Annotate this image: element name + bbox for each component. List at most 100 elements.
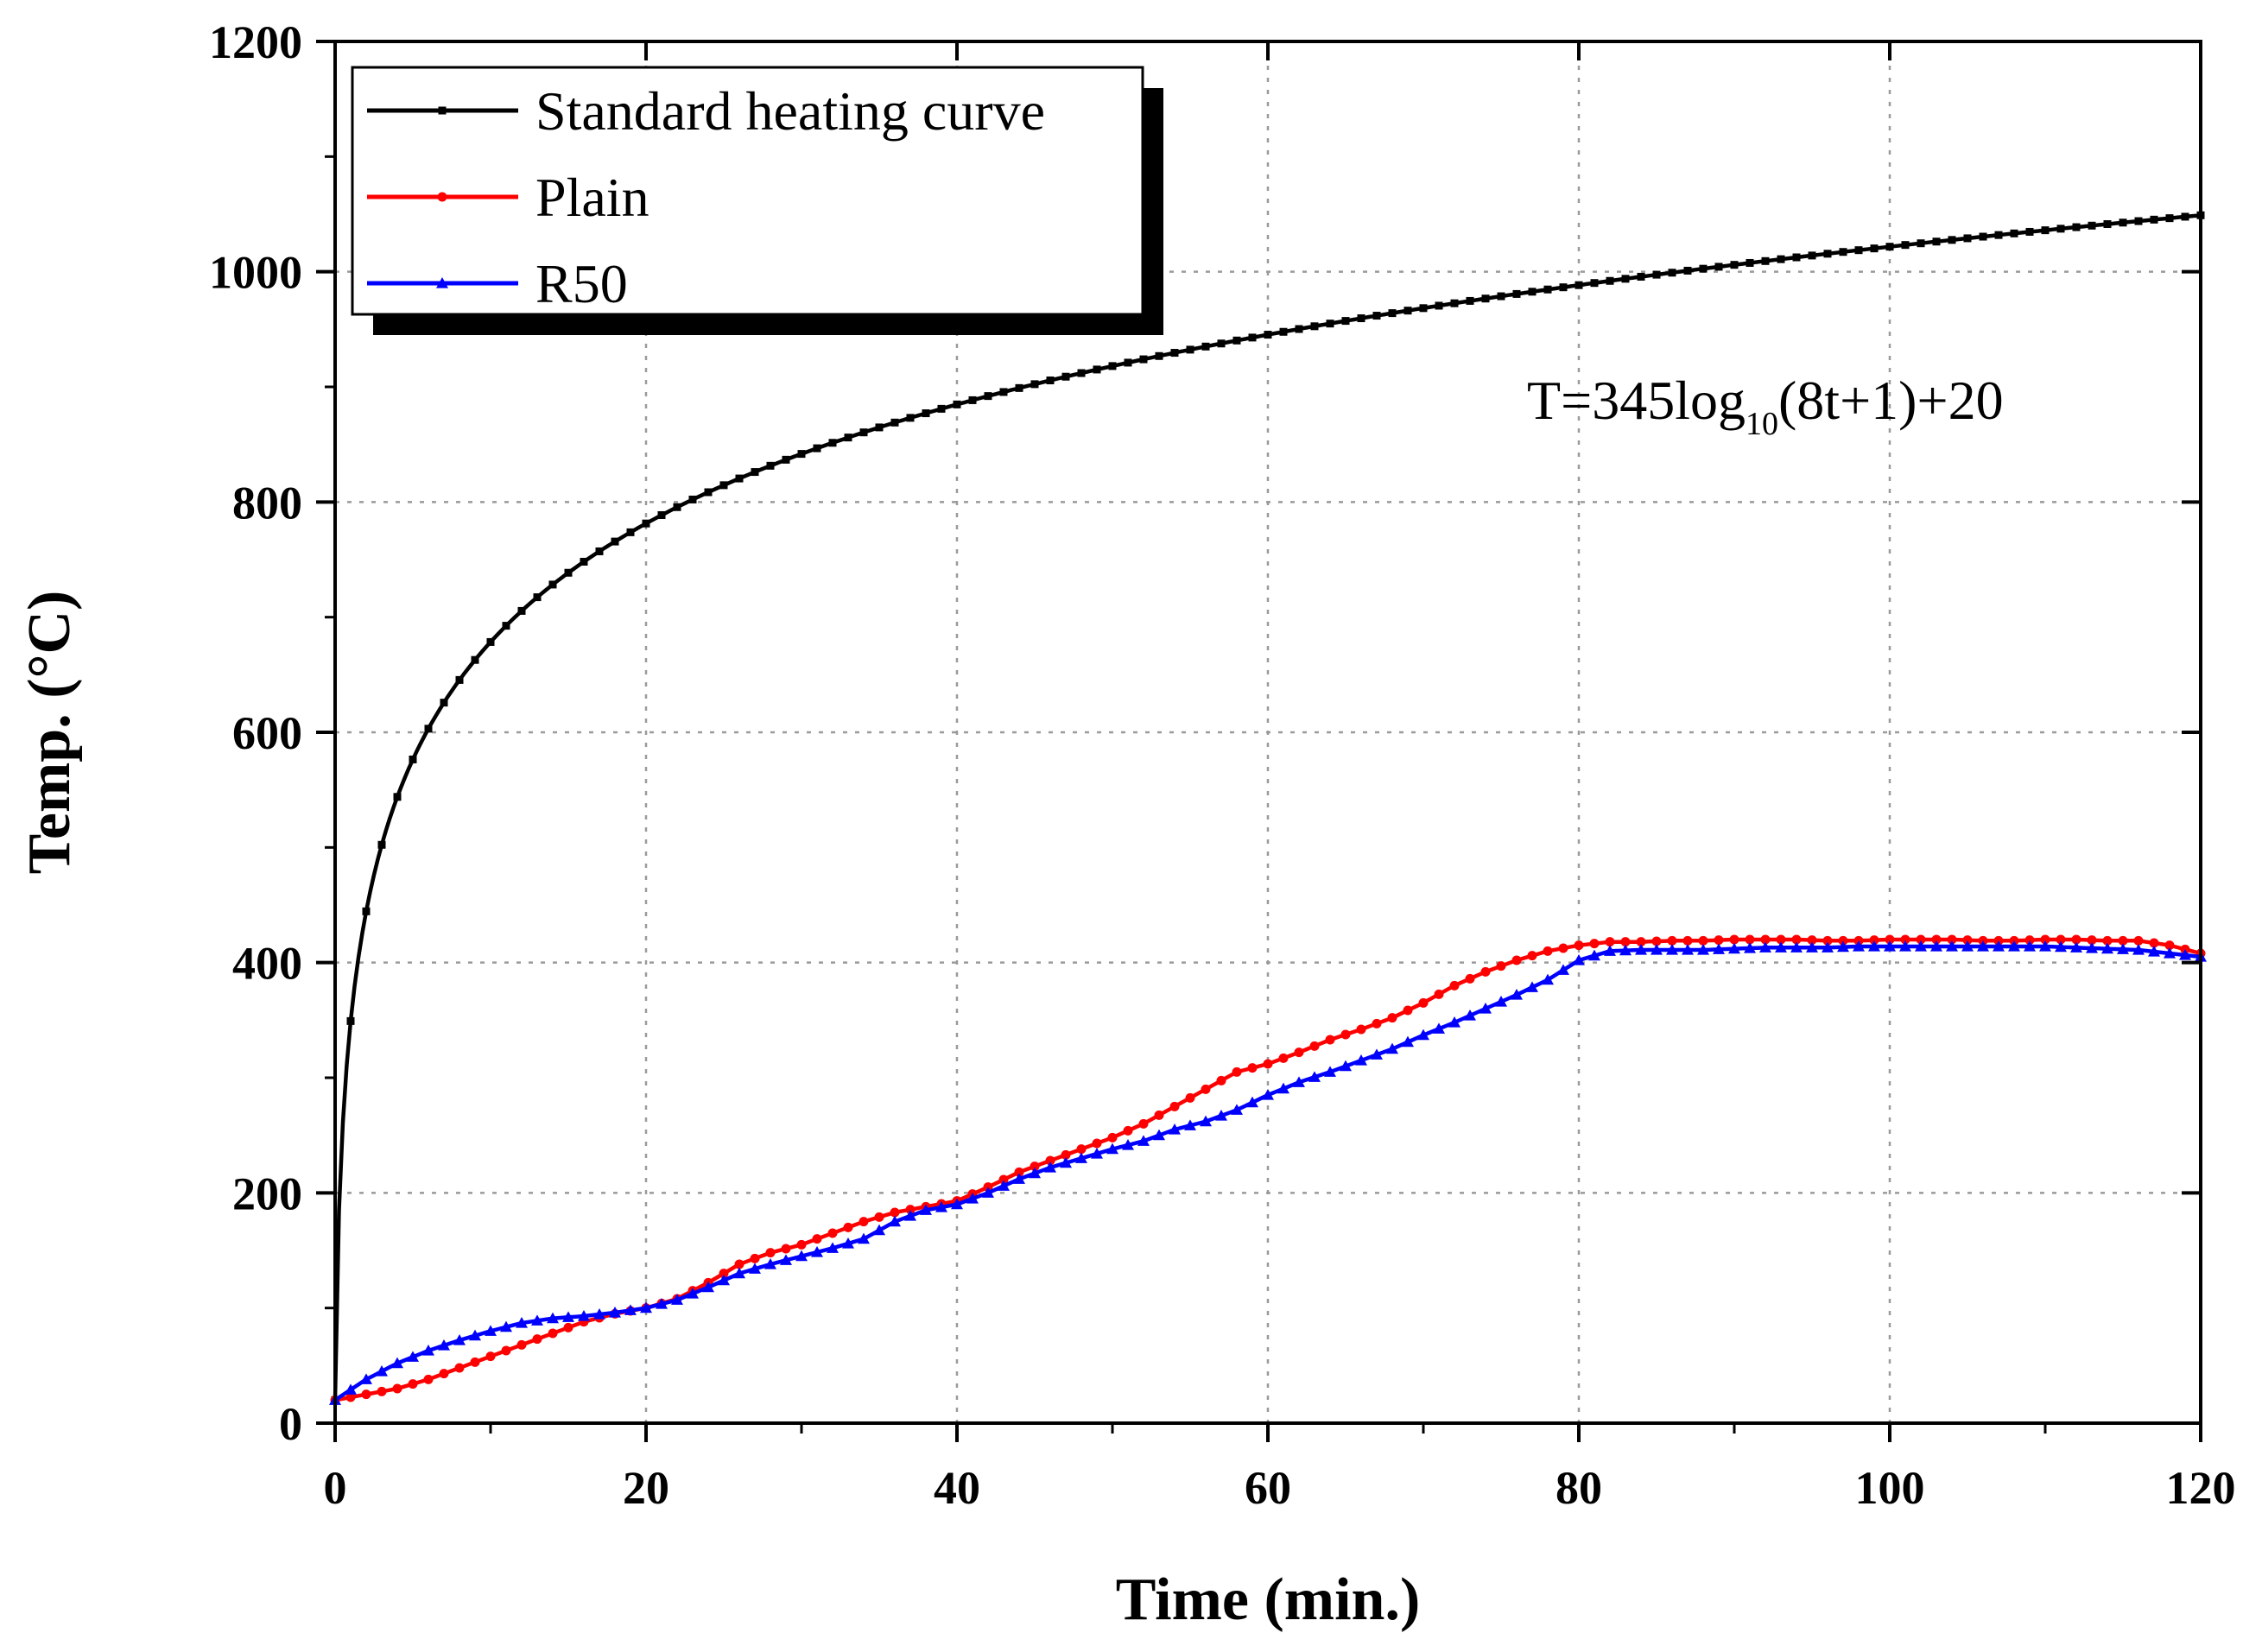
data-point-r50: [1169, 1123, 1181, 1135]
data-point-r50: [1448, 1016, 1460, 1028]
data-point-plain: [1216, 1075, 1226, 1086]
data-point-r50: [2086, 942, 2098, 953]
data-point-plain: [1714, 935, 1724, 946]
data-point-standard-heating-curve: [1870, 244, 1879, 253]
data-point-r50: [1060, 1156, 1072, 1168]
data-point-r50: [780, 1254, 792, 1265]
data-point-plain: [1325, 1035, 1335, 1045]
data-point-r50: [1884, 940, 1896, 952]
data-point-standard-heating-curve: [2025, 227, 2034, 236]
data-point-r50: [749, 1263, 761, 1274]
data-point-r50: [1961, 940, 1974, 952]
data-point-standard-heating-curve: [346, 1016, 355, 1025]
data-point-r50: [1231, 1104, 1243, 1115]
data-point-standard-heating-curve: [1201, 342, 1210, 351]
data-point-standard-heating-curve: [1683, 266, 1692, 275]
data-point-r50: [609, 1307, 621, 1318]
x-tick-label: 100: [1855, 1462, 1925, 1514]
data-point-plain: [1309, 1041, 1320, 1051]
data-point-standard-heating-curve: [1170, 349, 1179, 358]
data-point-standard-heating-curve: [1746, 258, 1754, 267]
data-point-plain: [1232, 1067, 1242, 1077]
data-point-standard-heating-curve: [1979, 232, 1987, 241]
data-point-r50: [1464, 1010, 1476, 1021]
data-point-r50: [1324, 1066, 1336, 1077]
data-point-r50: [1246, 1096, 1258, 1108]
data-point-r50: [391, 1357, 403, 1369]
data-point-r50: [2070, 941, 2082, 953]
data-point-standard-heating-curve: [2088, 221, 2096, 230]
data-point-r50: [873, 1224, 885, 1236]
data-point-r50: [1137, 1135, 1150, 1146]
data-point-plain: [408, 1379, 418, 1389]
formula-annotation: T=345log10(8t+1)+20: [1527, 370, 2004, 442]
data-point-standard-heating-curve: [1652, 270, 1661, 279]
data-point-standard-heating-curve: [424, 725, 433, 733]
data-point-standard-heating-curve: [1575, 281, 1583, 289]
series-layer: [329, 211, 2207, 1405]
data-point-standard-heating-curve: [1901, 241, 1910, 250]
data-point-plain: [1651, 936, 1662, 946]
data-point-r50: [438, 1339, 450, 1351]
data-point-standard-heating-curve: [548, 580, 557, 589]
data-point-plain: [1076, 1144, 1087, 1155]
data-point-standard-heating-curve: [1590, 279, 1599, 288]
data-point-r50: [1371, 1048, 1383, 1060]
data-point-r50: [1402, 1035, 1414, 1048]
data-point-standard-heating-curve: [751, 468, 759, 477]
data-point-standard-heating-curve: [999, 388, 1008, 396]
data-point-plain: [1138, 1118, 1149, 1129]
data-point-plain: [1169, 1101, 1180, 1111]
data-point-r50: [1262, 1089, 1274, 1100]
data-point-r50: [2179, 949, 2191, 960]
data-point-plain: [1527, 951, 1537, 961]
data-point-r50: [1806, 941, 1818, 953]
data-point-plain: [1931, 934, 1942, 945]
data-point-r50: [795, 1250, 808, 1262]
data-point-r50: [1029, 1167, 1041, 1179]
data-point-r50: [1293, 1076, 1305, 1087]
data-point-plain: [1263, 1059, 1273, 1069]
data-point-plain: [1092, 1138, 1102, 1149]
data-point-standard-heating-curve: [2056, 225, 2065, 233]
data-point-plain: [874, 1212, 884, 1222]
data-point-r50: [469, 1329, 481, 1341]
data-point-r50: [1822, 941, 1834, 953]
series-r50: [329, 940, 2207, 1405]
data-point-r50: [1946, 940, 1958, 952]
data-point-standard-heating-curve: [1948, 236, 1956, 244]
data-point-standard-heating-curve: [1061, 372, 1070, 381]
data-point-plain: [1449, 980, 1460, 991]
data-point-standard-heating-curve: [1839, 248, 1847, 256]
data-point-r50: [2055, 940, 2067, 953]
y-tick-label: 800: [232, 477, 302, 529]
data-point-standard-heating-curve: [688, 495, 697, 503]
data-point-standard-heating-curve: [828, 439, 837, 447]
data-point-plain: [905, 1205, 916, 1215]
data-point-standard-heating-curve: [1559, 283, 1568, 292]
data-point-standard-heating-curve: [1419, 304, 1428, 313]
data-point-plain: [2071, 934, 2081, 945]
data-point-plain: [1807, 935, 1817, 946]
data-point-standard-heating-curve: [1046, 377, 1055, 385]
data-point-r50: [1417, 1029, 1429, 1041]
legend-label-standard-heating-curve: Standard heating curve: [535, 80, 1045, 142]
data-point-plain: [516, 1339, 527, 1350]
data-point-standard-heating-curve: [1295, 325, 1303, 333]
data-point-plain: [1682, 935, 1693, 946]
data-point-r50: [1759, 941, 1771, 953]
data-point-standard-heating-curve: [1994, 231, 2003, 239]
data-point-plain: [1387, 1013, 1397, 1023]
data-point-plain: [812, 1234, 822, 1244]
data-point-plain: [2024, 935, 2035, 946]
data-point-plain: [1916, 934, 1926, 945]
data-point-r50: [935, 1201, 947, 1212]
data-point-plain: [781, 1244, 791, 1254]
data-point-standard-heating-curve: [1730, 261, 1739, 269]
data-point-standard-heating-curve: [2165, 214, 2174, 223]
data-point-r50: [516, 1317, 528, 1328]
data-point-standard-heating-curve: [377, 840, 386, 849]
data-point-r50: [2024, 940, 2036, 952]
data-point-standard-heating-curve: [1792, 253, 1801, 262]
data-point-r50: [920, 1204, 932, 1215]
